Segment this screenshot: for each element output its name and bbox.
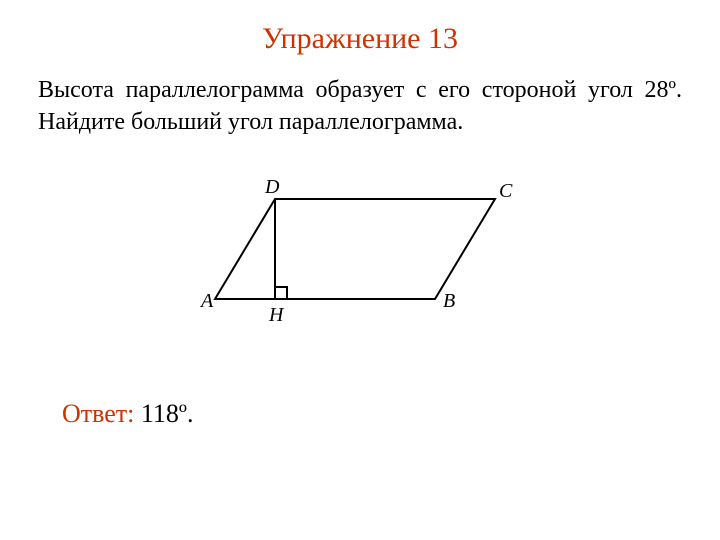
parallelogram-outline	[215, 199, 495, 299]
polygon-abcd	[215, 199, 495, 299]
right-angle-marker	[275, 287, 287, 299]
label-h: H	[268, 304, 285, 326]
problem-text: Высота параллелограмма образует с его ст…	[38, 74, 682, 139]
label-b: B	[443, 290, 455, 312]
parallelogram-figure: A B C D H	[195, 169, 525, 339]
answer-row: Ответ: 118º.	[62, 399, 682, 429]
answer-value: 118º.	[141, 399, 194, 428]
label-c: C	[499, 180, 513, 202]
answer-label: Ответ:	[62, 399, 134, 428]
label-d: D	[264, 176, 280, 198]
exercise-title: Упражнение 13	[38, 22, 682, 56]
slide: Упражнение 13 Высота параллелограмма обр…	[0, 0, 720, 540]
label-a: A	[199, 290, 214, 312]
